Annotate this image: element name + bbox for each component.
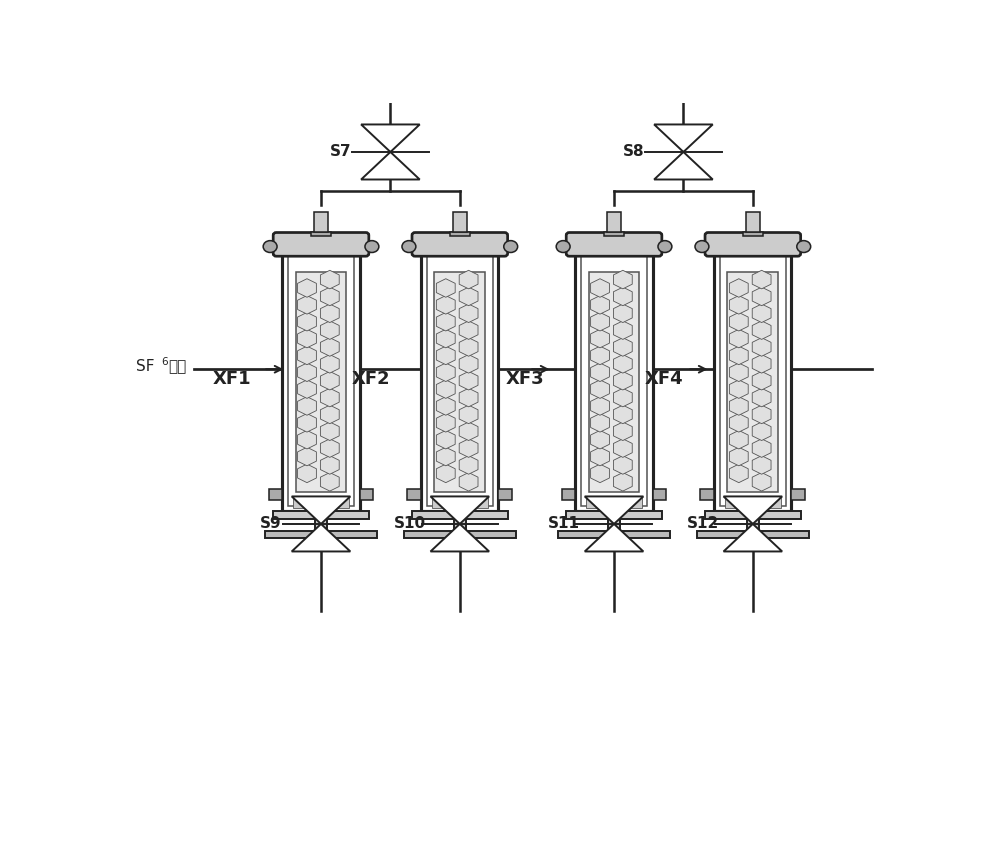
Bar	[407, 489, 420, 499]
Text: XF3: XF3	[506, 370, 544, 388]
FancyBboxPatch shape	[273, 233, 369, 256]
Text: S10: S10	[394, 516, 425, 532]
Bar	[700, 489, 714, 499]
Bar	[498, 489, 512, 499]
Bar	[603, 232, 623, 236]
Bar	[585, 496, 641, 508]
Circle shape	[402, 240, 415, 252]
Bar	[311, 232, 331, 236]
Bar	[434, 273, 485, 492]
Bar	[746, 519, 758, 530]
Bar	[359, 489, 373, 499]
Bar	[264, 530, 377, 539]
Bar	[295, 273, 346, 492]
Text: 气体: 气体	[168, 359, 187, 374]
Bar	[404, 530, 515, 539]
Polygon shape	[723, 497, 781, 524]
Bar	[607, 519, 619, 530]
Bar	[566, 510, 662, 519]
Polygon shape	[430, 524, 489, 551]
Polygon shape	[291, 524, 350, 551]
Polygon shape	[430, 497, 489, 524]
Text: S9: S9	[259, 516, 281, 532]
Circle shape	[556, 240, 570, 252]
Bar	[453, 519, 465, 530]
Text: S12: S12	[686, 516, 718, 532]
FancyBboxPatch shape	[566, 233, 661, 256]
FancyBboxPatch shape	[705, 233, 800, 256]
Text: S8: S8	[622, 144, 643, 160]
Polygon shape	[723, 524, 781, 551]
Bar	[719, 252, 785, 506]
Bar	[420, 247, 498, 510]
Bar	[426, 252, 492, 506]
Polygon shape	[291, 497, 350, 524]
Bar	[696, 530, 808, 539]
Text: 6: 6	[161, 357, 168, 368]
Bar	[606, 212, 620, 232]
Bar	[287, 252, 354, 506]
Bar	[704, 510, 800, 519]
Circle shape	[503, 240, 517, 252]
Polygon shape	[584, 497, 643, 524]
Bar	[449, 232, 469, 236]
Bar	[588, 273, 639, 492]
Bar	[725, 496, 780, 508]
Circle shape	[365, 240, 379, 252]
Bar	[293, 496, 349, 508]
Bar	[743, 232, 762, 236]
Circle shape	[694, 240, 708, 252]
Text: XF2: XF2	[352, 370, 390, 388]
Bar	[268, 489, 282, 499]
Circle shape	[796, 240, 810, 252]
Circle shape	[262, 240, 276, 252]
Text: S7: S7	[329, 144, 351, 160]
Bar	[558, 530, 669, 539]
Bar	[580, 252, 646, 506]
Bar	[412, 510, 508, 519]
Polygon shape	[361, 152, 419, 180]
Circle shape	[657, 240, 671, 252]
Polygon shape	[361, 125, 419, 152]
Bar	[727, 273, 777, 492]
Bar	[714, 247, 790, 510]
Bar	[282, 247, 359, 510]
Bar	[561, 489, 575, 499]
Bar	[314, 519, 327, 530]
Text: SF: SF	[136, 359, 154, 374]
Bar	[790, 489, 804, 499]
Bar	[652, 489, 666, 499]
Polygon shape	[653, 152, 712, 180]
Bar	[452, 212, 466, 232]
Bar	[575, 247, 652, 510]
Text: XF4: XF4	[644, 370, 683, 388]
FancyBboxPatch shape	[412, 233, 507, 256]
Bar	[431, 496, 487, 508]
Bar	[314, 212, 328, 232]
Text: XF1: XF1	[213, 370, 251, 388]
Polygon shape	[584, 524, 643, 551]
Bar	[272, 510, 369, 519]
Bar	[746, 212, 759, 232]
Text: S11: S11	[548, 516, 580, 532]
Polygon shape	[653, 125, 712, 152]
